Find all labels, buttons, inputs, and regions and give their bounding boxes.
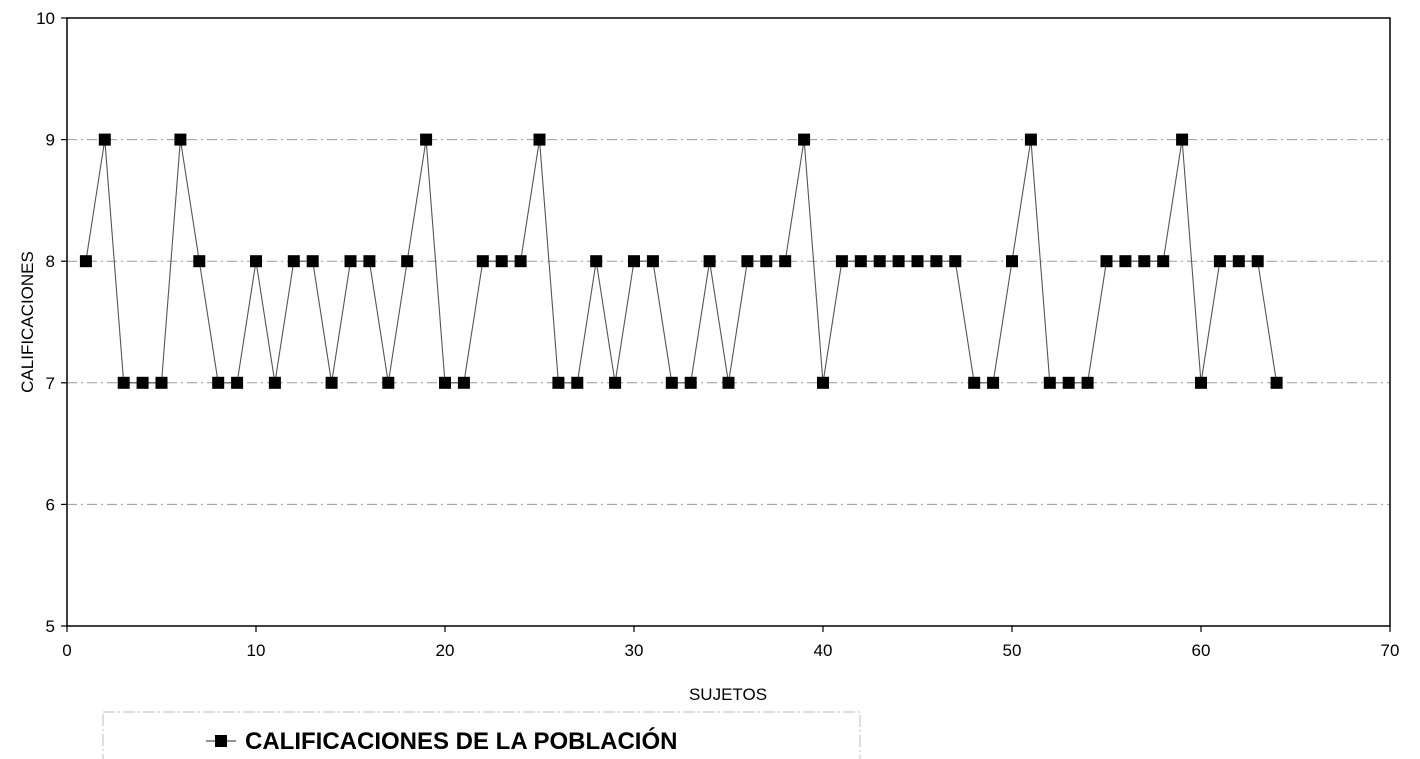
x-tick-label-50: 50 — [1003, 641, 1022, 660]
data-point — [1232, 255, 1245, 268]
series-line-0 — [85, 139, 1278, 384]
data-point — [1176, 133, 1189, 146]
data-point — [1100, 255, 1113, 268]
data-point — [930, 255, 943, 268]
data-point — [892, 255, 905, 268]
data-point — [420, 133, 433, 146]
data-point — [382, 376, 395, 389]
data-point — [703, 255, 716, 268]
data-point — [287, 255, 300, 268]
data-point — [552, 376, 565, 389]
data-point — [1081, 376, 1094, 389]
data-point — [136, 376, 149, 389]
x-tick-label-10: 10 — [247, 641, 266, 660]
data-point — [363, 255, 376, 268]
x-tick-label-30: 30 — [625, 641, 644, 660]
data-point — [79, 255, 92, 268]
data-point — [514, 255, 527, 268]
data-point — [987, 376, 1000, 389]
data-point — [401, 255, 414, 268]
data-point — [325, 376, 338, 389]
data-point — [495, 255, 508, 268]
data-point — [1251, 255, 1264, 268]
legend-box — [102, 711, 861, 759]
data-point — [1024, 133, 1037, 146]
data-point — [835, 255, 848, 268]
data-point — [854, 255, 867, 268]
data-point — [174, 133, 187, 146]
x-axis-title: SUJETOS — [689, 685, 767, 704]
data-point — [457, 376, 470, 389]
plot-area-frame — [66, 17, 1391, 627]
data-point — [590, 255, 603, 268]
y-tick-label-8: 8 — [46, 252, 55, 271]
data-point — [439, 376, 451, 389]
data-point — [1213, 255, 1226, 268]
data-point — [250, 255, 262, 268]
data-point — [193, 255, 206, 268]
data-point — [212, 376, 225, 389]
data-point — [1006, 255, 1018, 268]
y-tick-label-10: 10 — [36, 9, 55, 28]
data-point — [1119, 255, 1132, 268]
data-point — [476, 255, 489, 268]
data-point — [779, 255, 792, 268]
data-point — [571, 376, 584, 389]
x-tick-label-70: 70 — [1381, 641, 1400, 660]
x-axis-ticks: 0 10 20 30 40 50 60 70 — [62, 626, 1399, 660]
x-tick-label-0: 0 — [62, 641, 71, 660]
data-point — [1157, 255, 1170, 268]
y-axis-title: CALIFICACIONES — [18, 251, 37, 393]
data-point — [1138, 255, 1151, 268]
data-point — [609, 376, 622, 389]
x-tick-label-60: 60 — [1192, 641, 1211, 660]
series-layer — [79, 133, 1283, 389]
y-tick-label-6: 6 — [46, 495, 55, 514]
data-point — [968, 376, 981, 389]
legend: CALIFICACIONES DE LA POBLACIÓN — [102, 711, 861, 759]
data-point — [665, 376, 678, 389]
data-point — [628, 255, 640, 268]
data-point — [949, 255, 962, 268]
data-point — [344, 255, 357, 268]
data-point — [741, 255, 754, 268]
data-point — [817, 376, 829, 389]
legend-label: CALIFICACIONES DE LA POBLACIÓN — [245, 727, 677, 755]
data-point — [760, 255, 773, 268]
gridlines — [67, 139, 1390, 505]
data-point — [1043, 376, 1056, 389]
data-point — [98, 133, 111, 146]
data-point — [1195, 376, 1207, 389]
data-point — [646, 255, 659, 268]
data-point — [155, 376, 168, 389]
data-point — [798, 133, 811, 146]
data-point — [533, 133, 546, 146]
y-tick-label-5: 5 — [46, 617, 55, 636]
data-point — [684, 376, 697, 389]
x-tick-label-40: 40 — [814, 641, 833, 660]
data-point — [231, 376, 244, 389]
data-point — [911, 255, 924, 268]
data-point — [1270, 376, 1283, 389]
data-point — [1062, 376, 1075, 389]
data-point — [117, 376, 130, 389]
x-tick-label-20: 20 — [436, 641, 455, 660]
y-tick-label-7: 7 — [46, 374, 55, 393]
y-axis-ticks: 5 6 7 8 9 10 — [36, 9, 67, 636]
legend-marker-sample — [215, 735, 227, 747]
y-tick-label-9: 9 — [46, 131, 55, 150]
data-point — [873, 255, 886, 268]
data-point — [306, 255, 319, 268]
data-point — [268, 376, 281, 389]
data-point — [722, 376, 735, 389]
